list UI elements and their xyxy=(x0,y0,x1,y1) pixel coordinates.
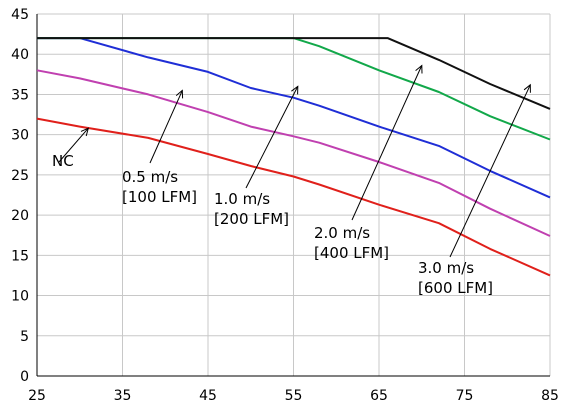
y-tick-label: 40 xyxy=(11,47,29,63)
x-tick-label: 55 xyxy=(285,388,303,404)
y-tick-label: 30 xyxy=(11,128,29,144)
annotation-1: 0.5 m/s [100 LFM] xyxy=(122,89,197,206)
y-tick-label: 25 xyxy=(11,168,29,184)
series-group xyxy=(36,37,551,277)
x-tick-label: 35 xyxy=(114,388,132,404)
annotation-label: 3.0 m/s xyxy=(418,259,474,277)
annotation-2: 1.0 m/s [200 LFM] xyxy=(214,85,299,228)
annotation-label: [200 LFM] xyxy=(214,210,289,228)
x-tick-label: 45 xyxy=(199,388,217,404)
annotation-label: NC xyxy=(52,152,74,170)
annotation-arrow xyxy=(351,65,423,221)
annotation-arrow xyxy=(245,86,299,189)
annotation-label: [100 LFM] xyxy=(122,188,197,206)
x-tick-label: 25 xyxy=(28,388,46,404)
tick-labels: 25 35 45 55 65 75 85 0 5 10 15 20 25 30 35 40 45 xyxy=(11,7,559,404)
series-line-0 xyxy=(36,117,551,277)
annotation-label: [600 LFM] xyxy=(418,279,493,297)
y-tick-label: 0 xyxy=(20,369,29,385)
annotation-label: 0.5 m/s xyxy=(122,168,178,186)
annotation-4: 3.0 m/s [600 LFM] xyxy=(418,83,531,297)
annotation-label: [400 LFM] xyxy=(314,244,389,262)
series-line-4 xyxy=(37,37,551,110)
arrowhead-icon xyxy=(175,89,184,99)
arrowhead-icon xyxy=(80,127,90,137)
y-tick-label: 5 xyxy=(20,329,29,345)
y-tick-label: 35 xyxy=(11,87,29,103)
x-tick-label: 75 xyxy=(456,388,474,404)
annotation-arrow xyxy=(149,90,183,164)
series-line-1 xyxy=(36,69,551,237)
arrowhead-icon xyxy=(523,83,531,93)
series-line-2 xyxy=(37,37,551,199)
arrowhead-icon xyxy=(415,64,423,74)
arrowhead-icon xyxy=(291,85,299,95)
annotation-label: 2.0 m/s xyxy=(314,224,370,242)
annotation-arrow xyxy=(58,127,89,163)
annotations: NC 0.5 m/s [100 LFM] 1.0 m/s [200 LFM] 2.0 m/… xyxy=(52,64,531,297)
annotation-label: 1.0 m/s xyxy=(214,190,270,208)
axes xyxy=(36,14,550,377)
annotation-3: 2.0 m/s [400 LFM] xyxy=(314,64,423,262)
grid xyxy=(37,13,551,376)
annotation-arrow xyxy=(449,84,531,258)
x-tick-label: 65 xyxy=(370,388,388,404)
annotation-0: NC xyxy=(52,127,90,170)
y-tick-label: 20 xyxy=(11,208,29,224)
x-tick-label: 85 xyxy=(541,388,559,404)
y-tick-label: 10 xyxy=(11,289,29,305)
y-tick-label: 45 xyxy=(11,7,29,23)
y-tick-label: 15 xyxy=(11,248,29,264)
